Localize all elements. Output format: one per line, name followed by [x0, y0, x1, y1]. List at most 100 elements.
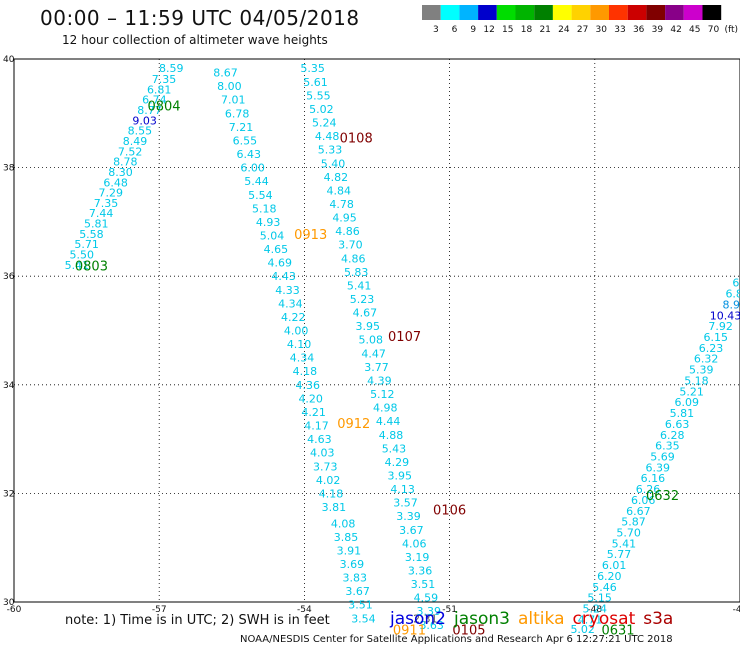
wave-height-value: 3.54	[351, 612, 376, 625]
lon-tick-label: -54	[297, 605, 312, 615]
wave-height-value: 3.57	[393, 497, 418, 510]
wave-height-value: 4.47	[361, 347, 386, 360]
wave-height-value: 4.88	[379, 429, 404, 442]
wave-height-value: 8.00	[217, 80, 242, 93]
footer-note: note: 1) Time is in UTC; 2) SWH is in fe…	[65, 613, 330, 628]
wave-height-value: 5.24	[312, 117, 337, 130]
wave-height-value: 3.77	[364, 361, 389, 374]
wave-height-value: 5.81	[84, 218, 109, 231]
pass-label: 0911	[393, 624, 426, 639]
pass-label: 0632	[646, 489, 679, 504]
scale-label: 12	[483, 25, 494, 35]
wave-height-value: 4.29	[385, 456, 410, 469]
wave-height-value: 6.63	[665, 418, 690, 431]
wave-height-value: 4.21	[301, 406, 326, 419]
wave-height-value: 6.16	[641, 472, 666, 485]
wave-height-value: 3.95	[387, 469, 412, 482]
scale-swatch	[440, 5, 460, 20]
wave-height-value: 4.18	[293, 365, 318, 378]
wave-height-value: 3.70	[338, 239, 363, 252]
wave-height-value: 4.84	[327, 184, 352, 197]
wave-height-value: 6.67	[626, 505, 651, 518]
wave-height-value: 5.08	[358, 334, 383, 347]
wave-height-value: 7.01	[221, 94, 246, 107]
pass-label: 0107	[388, 330, 421, 345]
wave-height-value: 5.18	[252, 202, 277, 215]
wave-height-value: 5.87	[621, 516, 646, 529]
lon-tick-label: -60	[7, 605, 22, 615]
lon-tick-label: -45	[733, 605, 740, 615]
wave-height-value: 4.43	[271, 270, 296, 283]
wave-height-value: 7.35	[152, 73, 177, 86]
wave-height-value: 4.02	[316, 474, 341, 487]
wave-height-value: 6.15	[704, 331, 729, 344]
wave-height-value: 4.69	[267, 257, 292, 270]
wave-height-value: 8.67	[213, 67, 238, 80]
wave-height-value: 4.13	[390, 483, 415, 496]
page-title: 00:00 – 11:59 UTC 04/05/2018	[40, 6, 360, 30]
wave-height-value: 6.39	[645, 461, 670, 474]
wave-height-value: 7.44	[89, 207, 114, 220]
wave-height-value: 4.82	[324, 171, 349, 184]
wave-height-value: 4.34	[290, 352, 315, 365]
legend-entry: cryosat	[572, 609, 636, 629]
map-frame	[13, 58, 740, 603]
wave-height-value: 7.52	[118, 145, 143, 158]
wave-height-value: 4.18	[319, 487, 344, 500]
wave-height-value: 5.61	[303, 76, 328, 89]
wave-height-value: 3.67	[345, 585, 370, 598]
scale-label: 70	[708, 25, 720, 35]
wave-height-value: 4.78	[329, 198, 354, 211]
wave-height-value: 3.19	[405, 551, 430, 564]
wave-height-value: 5.24	[583, 603, 608, 616]
scale-label: 33	[614, 25, 625, 35]
scale-label: 9	[470, 25, 476, 35]
wave-height-value: 4.06	[402, 537, 427, 550]
wave-height-value: 4.36	[296, 379, 321, 392]
scale-label: 24	[558, 25, 570, 35]
wave-height-value: 5.54	[248, 189, 273, 202]
wave-height-value: 5.41	[65, 259, 90, 272]
wave-height-value: 5.55	[306, 89, 331, 102]
wave-height-value: 5.70	[616, 526, 641, 539]
wave-height-value: 6.00	[240, 162, 265, 175]
wave-height-value: 4.67	[353, 307, 378, 320]
wave-height-value: 5.43	[382, 442, 407, 455]
wave-height-value: 4.34	[278, 297, 303, 310]
wave-height-value: 3.95	[356, 320, 381, 333]
legend-entry: s3a	[643, 609, 674, 629]
wave-height-value: 4.00	[284, 325, 309, 338]
wave-height-value: 4.39	[367, 374, 392, 387]
pass-label: 0105	[452, 624, 485, 639]
wave-height-value: 4.95	[332, 212, 357, 225]
scale-label: 30	[596, 25, 608, 35]
satellite-legend: jason2 jason3 altika cryosat s3a	[390, 609, 681, 629]
wave-height-value: 8.49	[123, 135, 148, 148]
pass-label: 0803	[75, 259, 108, 274]
scale-swatch	[478, 5, 497, 20]
wave-height-value: 4.86	[335, 225, 360, 238]
wave-height-value: 4.48	[315, 130, 340, 143]
wave-height-value: 7.29	[99, 187, 124, 200]
wave-height-value: 5.58	[79, 228, 104, 241]
wave-height-value: 4.20	[298, 392, 323, 405]
wave-height-value: 4.63	[307, 433, 332, 446]
wave-height-value: 4.17	[304, 420, 329, 433]
wave-height-value: 6.32	[694, 353, 719, 366]
wave-height-value: 3.63	[419, 619, 444, 632]
wave-height-value: 5.41	[612, 537, 637, 550]
scale-swatch	[552, 5, 572, 20]
wave-height-value: 3.51	[348, 599, 373, 612]
scale-swatch	[534, 5, 553, 20]
wave-height-value: 5.77	[607, 548, 632, 561]
lon-tick-label: -57	[152, 605, 167, 615]
wave-height-value: 6.48	[103, 176, 128, 189]
legend-entry: jason2	[390, 609, 446, 629]
wave-height-value: 3.81	[322, 501, 347, 514]
wave-height-value: 5.39	[689, 364, 714, 377]
wave-height-value: 5.41	[347, 279, 372, 292]
wave-height-value: 4.98	[373, 402, 398, 415]
wave-height-value: 6.	[732, 277, 740, 290]
scale-swatch	[515, 5, 535, 20]
wave-height-value: 3.69	[340, 558, 365, 571]
